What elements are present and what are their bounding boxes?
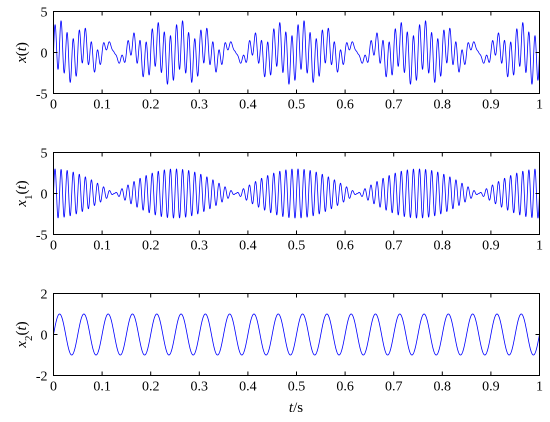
x-tick-label: 0.4	[239, 380, 257, 395]
y-tick-label: -2	[36, 370, 48, 385]
x-tick-label: 0.2	[142, 380, 160, 395]
signal-x2	[53, 313, 540, 356]
x-tick-label: 0.1	[93, 380, 111, 395]
x-tick-label: 0.4	[239, 98, 257, 113]
x-tick-label: 0.3	[191, 98, 209, 113]
panel-x: 0 0.1 0.2 0.3 0.4 0.5 0.6 0.7 0.8 0.9 150-5 x(t)	[14, 6, 543, 113]
x-tick-label: 0.2	[142, 98, 160, 113]
panel-x2: 0 0.1 0.2 0.3 0.4 0.5 0.6 0.7 0.8 0.9 120-2 x2(t) …	[14, 288, 543, 417]
x-tick-label: 0.7	[385, 380, 403, 395]
signal-x	[53, 20, 540, 85]
ylabel-x2: x2(t)	[14, 321, 35, 348]
x-tick-label: 0	[50, 98, 57, 113]
ylabel-x1: x1(t)	[14, 180, 35, 207]
y-tick-label: 0	[41, 188, 48, 203]
signal-x1	[53, 168, 540, 219]
x-tick-label: 0.4	[239, 239, 257, 254]
x-tick-label: 1	[536, 98, 543, 113]
x-tick-label: 0.3	[191, 380, 209, 395]
y-tick-label: -5	[36, 229, 48, 244]
ylabel-x: x(t)	[14, 42, 30, 64]
x-tick-label: 0.7	[385, 98, 403, 113]
x-tick-label: 0.5	[288, 239, 306, 254]
x-tick-label: 0.8	[434, 239, 452, 254]
x-tick-label: 0.3	[191, 239, 209, 254]
x-tick-label: 0	[50, 239, 57, 254]
x-tick-label: 0.5	[288, 98, 306, 113]
ticks-x1: 0 0.1 0.2 0.3 0.4 0.5 0.6 0.7 0.8 0.9 150-5	[36, 147, 543, 254]
y-tick-label: -5	[36, 88, 48, 103]
xlabel-time: t/s	[289, 400, 303, 416]
x-tick-label: 0.8	[434, 98, 452, 113]
x-tick-label: 0.1	[93, 239, 111, 254]
panel-x1: 0 0.1 0.2 0.3 0.4 0.5 0.6 0.7 0.8 0.9 150-5 x1(t)	[14, 147, 543, 254]
x-tick-label: 0.9	[482, 239, 500, 254]
ticks-x2: 0 0.1 0.2 0.3 0.4 0.5 0.6 0.7 0.8 0.9 120-2	[36, 288, 543, 395]
x-tick-label: 1	[536, 380, 543, 395]
x-tick-label: 0.9	[482, 380, 500, 395]
y-tick-label: 2	[41, 288, 48, 303]
x-tick-label: 0.6	[336, 98, 354, 113]
y-tick-label: 0	[41, 47, 48, 62]
x-tick-label: 0.6	[336, 380, 354, 395]
ticks-x: 0 0.1 0.2 0.3 0.4 0.5 0.6 0.7 0.8 0.9 150-5	[36, 6, 543, 113]
x-tick-label: 0.2	[142, 239, 160, 254]
y-tick-label: 5	[41, 6, 48, 21]
x-tick-label: 0	[50, 380, 57, 395]
x-tick-label: 0.9	[482, 98, 500, 113]
x-tick-label: 0.7	[385, 239, 403, 254]
x-tick-label: 1	[536, 239, 543, 254]
x-tick-label: 0.6	[336, 239, 354, 254]
y-tick-label: 5	[41, 147, 48, 162]
x-tick-label: 0.8	[434, 380, 452, 395]
x-tick-label: 0.5	[288, 380, 306, 395]
x-tick-label: 0.1	[93, 98, 111, 113]
y-tick-label: 0	[41, 329, 48, 344]
